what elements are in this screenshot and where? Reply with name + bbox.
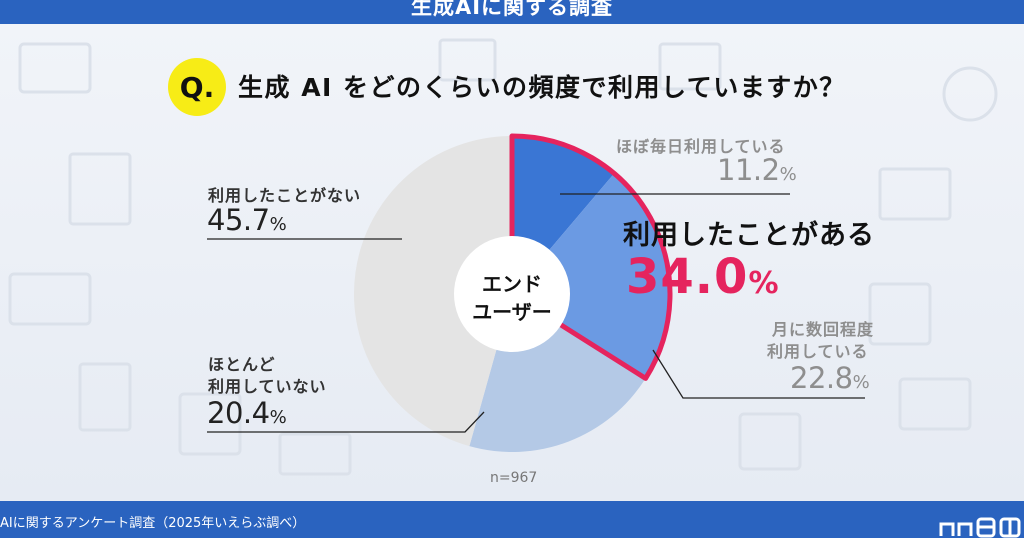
label-monthly-pct: % [852,372,870,393]
label-monthly-name-2: 利用している [767,342,869,361]
label-never-number: 45.7 [207,203,270,237]
laptop-icon [18,42,92,94]
label-rarely-number: 20.4 [207,396,270,430]
video-icon [898,377,972,431]
building-icon [68,152,132,226]
center-label-line1: エンド [482,272,542,296]
highlight-value: 34.0% [626,249,780,305]
money-icon [8,272,92,326]
label-rarely-pct: % [269,407,287,428]
highlight-title: 利用したことがある [623,220,875,251]
source-note: AIに関するアンケート調査（2025年いえらぶ調べ） [0,516,306,531]
card-icon [278,432,352,476]
question-badge: Q. [168,58,226,116]
highlight-pct: % [748,266,780,301]
label-daily-name: ほぼ毎日利用している [616,137,786,156]
label-daily-number: 11.2 [717,153,780,187]
calendar-icon [868,282,932,346]
center-hole [454,236,570,352]
highlight-number: 34.0 [626,249,749,305]
highlight-outline [509,133,673,381]
refresh-icon [942,66,998,122]
leader-line-monthly [652,349,865,399]
label-rarely-name-2: 利用していない [208,377,327,396]
mail-icon [878,167,952,221]
label-daily-value: 11.2% [717,153,797,187]
background-icon-pattern [8,38,998,476]
slice-never [353,136,512,447]
label-monthly-number: 22.8 [790,361,853,395]
header-bar [0,0,1024,24]
label-never-name: 利用したことがない [208,186,362,205]
sample-size: n=967 [490,470,538,486]
document-icon [78,362,132,432]
label-rarely-value: 20.4% [207,396,287,430]
question-text: 生成 AI をどのくらいの頻度で利用していますか？ [238,73,846,102]
label-monthly-name-1: 月に数回程度 [772,320,875,339]
calendar2-icon [178,392,242,456]
label-never-pct: % [269,214,287,235]
label-rarely-name-1: ほとんど [208,355,276,374]
ierabu-logo [939,517,1021,538]
folder-icon [438,38,497,82]
leader-line-rarely [207,411,485,433]
footer-bar [0,501,1024,538]
label-monthly-value: 22.8% [790,361,870,395]
center-label: エンド ユーザー [452,270,572,326]
label-never-value: 45.7% [207,203,287,237]
box-icon [658,42,722,91]
header-title: 生成AIに関する調査 [410,0,614,19]
slice-monthly [512,173,670,379]
gift-icon [738,412,802,471]
center-label-line2: ユーザー [472,300,552,324]
label-daily-pct: % [779,164,797,185]
